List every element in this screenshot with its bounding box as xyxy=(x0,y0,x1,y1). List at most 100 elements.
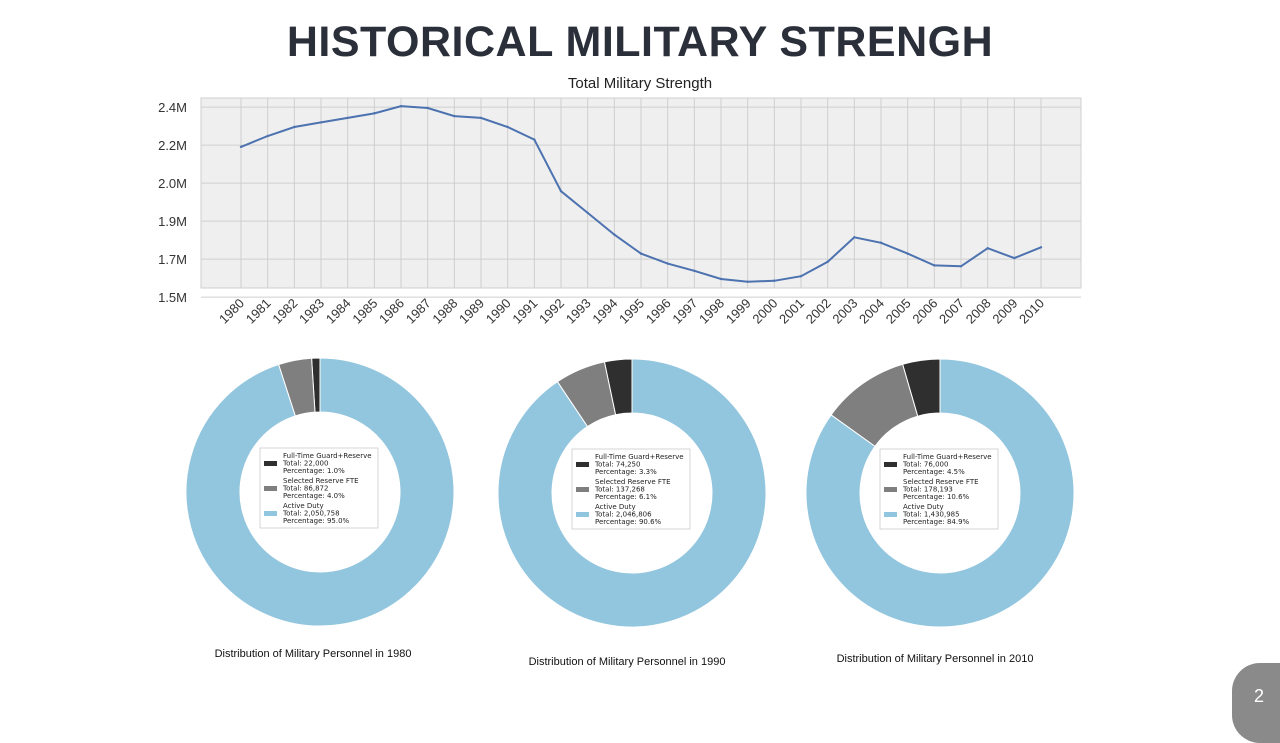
legend-text: Active Duty xyxy=(595,503,636,511)
x-tick-label: 2003 xyxy=(829,296,860,327)
x-tick-label: 1992 xyxy=(536,296,567,327)
data-point xyxy=(826,260,829,263)
data-point xyxy=(719,277,723,281)
x-tick-label: 2009 xyxy=(989,296,1020,327)
x-tick-label: 2000 xyxy=(749,296,780,327)
x-tick-label: 2007 xyxy=(936,296,967,327)
legend-text: Percentage: 84.9% xyxy=(903,518,970,526)
legend-swatch xyxy=(264,486,277,491)
x-tick-label: 1983 xyxy=(296,296,327,327)
legend-text: Selected Reserve FTE xyxy=(595,478,671,486)
x-tick-label: 1993 xyxy=(563,296,594,327)
pie-caption-2010: Distribution of Military Personnel in 20… xyxy=(836,653,1034,665)
data-point xyxy=(399,104,403,108)
legend-text: Selected Reserve FTE xyxy=(903,478,979,486)
x-tick-label: 1996 xyxy=(643,296,674,327)
data-point xyxy=(906,252,909,255)
legend-text: Full-Time Guard+Reserve xyxy=(283,452,372,460)
data-point xyxy=(293,125,296,129)
legend-text: Total: 1,430,985 xyxy=(902,511,960,519)
y-tick-label: 1.5M xyxy=(158,290,187,305)
pie-slice xyxy=(185,357,455,627)
x-tick-label: 1994 xyxy=(589,296,620,327)
data-point xyxy=(799,275,803,278)
data-point xyxy=(266,134,269,138)
data-point xyxy=(666,262,669,265)
x-tick-label: 1990 xyxy=(483,296,514,327)
legend-text: Percentage: 1.0% xyxy=(283,467,345,475)
data-point xyxy=(479,116,483,120)
data-point xyxy=(1039,246,1043,249)
x-tick-label: 1982 xyxy=(269,296,300,327)
data-point xyxy=(613,233,616,236)
x-tick-label: 1980 xyxy=(216,296,247,327)
legend-text: Selected Reserve FTE xyxy=(283,477,359,485)
legend-text: Percentage: 95.0% xyxy=(283,517,350,525)
legend-text: Total: 76,000 xyxy=(902,461,948,469)
line-chart: 1980198119821983198419851986198719881989… xyxy=(158,97,1082,327)
data-point xyxy=(1013,256,1016,260)
data-point xyxy=(506,125,509,129)
legend-swatch xyxy=(576,487,589,492)
y-tick-label: 1.7M xyxy=(158,252,187,267)
data-point xyxy=(639,252,643,255)
x-tick-label: 2004 xyxy=(856,296,887,327)
data-point xyxy=(693,269,696,273)
legend-swatch xyxy=(884,462,897,467)
legend-text: Total: 74,250 xyxy=(594,461,640,469)
legend-text: Total: 22,000 xyxy=(282,460,328,468)
x-tick-label: 1984 xyxy=(323,296,354,327)
x-tick-label: 2002 xyxy=(803,296,834,327)
data-point xyxy=(533,138,536,141)
legend-text: Percentage: 6.1% xyxy=(595,493,657,501)
x-tick-label: 2008 xyxy=(963,296,994,327)
data-point xyxy=(319,121,323,124)
legend-text: Full-Time Guard+Reserve xyxy=(903,453,992,461)
legend-text: Total: 137,268 xyxy=(594,486,645,494)
x-tick-label: 1987 xyxy=(403,296,434,327)
x-tick-label: 1997 xyxy=(669,296,700,327)
legend-text: Active Duty xyxy=(283,502,324,510)
legend-text: Active Duty xyxy=(903,503,944,511)
x-tick-label: 1986 xyxy=(376,296,407,327)
legend-swatch xyxy=(576,512,589,517)
data-point xyxy=(853,236,856,239)
y-tick-label: 2.4M xyxy=(158,100,187,115)
x-tick-label: 1999 xyxy=(723,296,754,327)
pie-slice xyxy=(497,358,767,628)
y-tick-label: 2.0M xyxy=(158,176,187,191)
legend-swatch xyxy=(264,461,277,466)
legend-text: Percentage: 3.3% xyxy=(595,468,657,476)
x-tick-label: 1989 xyxy=(456,296,487,327)
data-point xyxy=(959,265,963,268)
line-chart-title: Total Military Strength xyxy=(567,75,713,92)
data-point xyxy=(933,264,936,267)
legend-text: Total: 2,046,806 xyxy=(594,511,652,519)
legend-text: Total: 86,872 xyxy=(282,485,328,493)
legend-swatch xyxy=(576,462,589,467)
x-tick-label: 2005 xyxy=(883,296,914,327)
data-point xyxy=(746,280,749,283)
legend-text: Total: 2,050,758 xyxy=(282,510,340,518)
data-point xyxy=(986,246,989,250)
page-number: 2 xyxy=(1254,686,1265,706)
x-tick-label: 1985 xyxy=(349,296,380,327)
y-tick-label: 2.2M xyxy=(158,138,187,153)
x-tick-label: 1998 xyxy=(696,296,727,327)
x-tick-label: 1988 xyxy=(429,296,460,327)
legend-swatch xyxy=(884,512,897,517)
data-point xyxy=(373,112,376,115)
x-tick-label: 2006 xyxy=(909,296,940,327)
legend-text: Percentage: 10.6% xyxy=(903,493,970,501)
pie-slice xyxy=(805,358,1075,628)
legend-text: Percentage: 4.0% xyxy=(283,492,345,500)
data-point xyxy=(559,189,563,193)
x-tick-label: 2001 xyxy=(776,296,807,327)
pie-caption-1980: Distribution of Military Personnel in 19… xyxy=(214,648,412,660)
